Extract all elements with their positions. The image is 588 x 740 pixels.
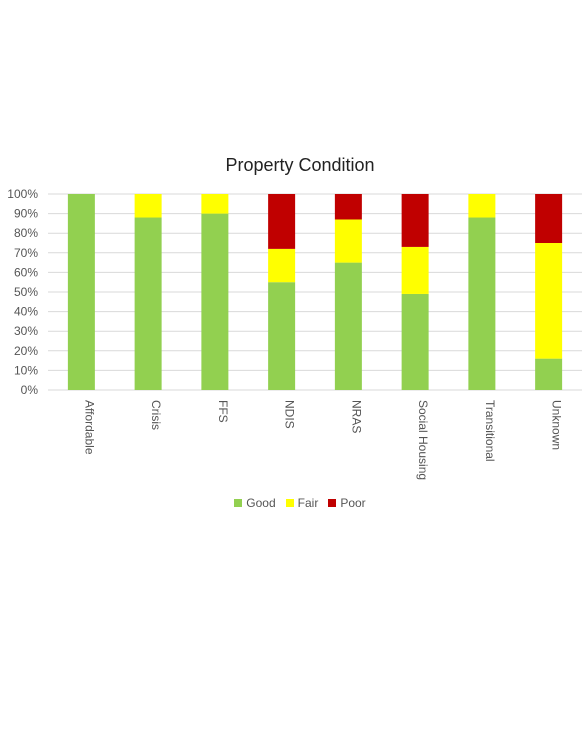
bar-segment-poor [334,194,362,220]
x-category-label: Unknown [550,400,564,450]
bar-segment-fair [268,248,296,283]
bar-segment-fair [535,243,563,359]
x-category-label: Transitional [483,400,497,462]
y-tick-label: 20% [14,344,38,358]
y-tick-label: 10% [14,363,38,377]
bar-segment-poor [535,194,563,243]
bar-segment-good [334,262,362,390]
x-category-label: FFS [216,400,230,423]
y-tick-label: 30% [14,324,38,338]
legend-label: Fair [297,496,319,510]
x-category-label: Affordable [82,400,96,455]
y-tick-label: 70% [14,246,38,260]
bar-segment-good [535,358,563,390]
bars [67,194,563,390]
bar-segment-fair [134,194,162,218]
x-category-label: Crisis [149,400,163,430]
legend-item-good: Good [234,496,276,510]
y-tick-label: 90% [14,207,38,221]
bar-segment-fair [201,194,229,214]
bar-segment-poor [401,194,429,247]
legend-swatch [328,499,337,507]
y-tick-label: 40% [14,305,38,319]
x-axis-categories: Affordable Crisis FFS NDIS NRAS Social Housin… [82,400,563,480]
chart-title: Property Condition [225,155,375,175]
legend-label: Poor [340,496,366,510]
y-tick-label: 0% [21,383,39,397]
y-tick-label: 80% [14,226,38,240]
legend: Good Fair Poor [0,496,588,510]
legend-label: Good [246,496,276,510]
y-tick-label: 50% [14,285,38,299]
legend-swatch [285,499,294,507]
bar-segment-good [268,282,296,390]
bar-segment-fair [401,246,429,294]
x-category-label: Social Housing [416,400,430,480]
bar-segment-fair [468,194,496,218]
x-category-label: NDIS [283,400,297,429]
bar-segment-good [401,293,429,390]
legend-item-fair: Fair [285,496,319,510]
y-tick-label: 100% [7,187,38,201]
bar-segment-fair [334,219,362,263]
y-axis-ticks: 0% 10% 20% 30% 40% 50% 60% 70% 80% 90% 100% [7,187,38,397]
bar-segment-poor [268,194,296,249]
bar-segment-good [201,213,229,390]
y-tick-label: 60% [14,265,38,279]
legend-swatch [234,499,243,507]
bar-segment-good [134,217,162,390]
legend-item-poor: Poor [328,496,366,510]
x-category-label: NRAS [349,400,363,433]
gridlines [48,193,582,391]
bar-segment-good [67,194,95,390]
bar-segment-good [468,217,496,390]
